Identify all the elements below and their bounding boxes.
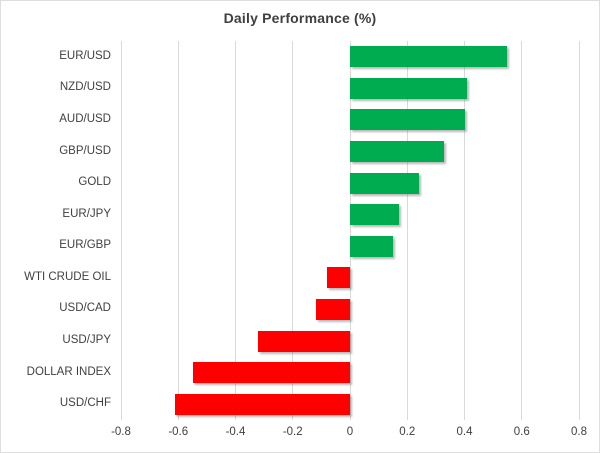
bar-row: [121, 231, 579, 263]
category-label: GBP/USD: [59, 144, 111, 157]
bar-usd-cad: [315, 298, 350, 320]
bar-row: [121, 73, 579, 105]
gridline: [464, 41, 465, 420]
category-label: USD/CHF: [59, 397, 111, 410]
bar-gold: [350, 172, 419, 194]
category-label: NZD/USD: [59, 81, 111, 94]
category-label: USD/CAD: [59, 302, 111, 315]
bar-usd-chf: [175, 393, 350, 415]
x-tick-label: -0.6: [168, 426, 189, 438]
bar-row: [121, 104, 579, 136]
x-tick-label: -0.2: [282, 426, 303, 438]
bar-row: [121, 325, 579, 357]
bar-row: [121, 388, 579, 420]
category-label: DOLLAR INDEX: [26, 365, 111, 378]
bar-row: [121, 199, 579, 231]
gridline: [521, 41, 523, 420]
gridline: [292, 41, 294, 420]
category-label: USD/JPY: [62, 334, 111, 347]
bar-row: [121, 136, 579, 168]
plot-area: [120, 41, 580, 420]
bar-wti-crude-oil: [327, 267, 350, 289]
gridline: [177, 41, 179, 420]
x-tick-label: -0.8: [111, 426, 131, 438]
category-label: EUR/JPY: [62, 207, 111, 220]
bar-row: [121, 167, 579, 199]
bar-eur-usd: [350, 46, 508, 68]
x-tick-label: 0.4: [456, 426, 473, 438]
bar-dollar-index: [192, 362, 350, 384]
x-tick-label: 0: [346, 426, 354, 438]
bar-row: [121, 294, 579, 326]
category-label: WTI CRUDE OIL: [24, 270, 111, 283]
category-axis: EUR/USD NZD/USD AUD/USD GBP/USD GOLD EUR/JPY E…: [1, 41, 113, 420]
gridline: [578, 41, 580, 420]
gridline: [406, 41, 408, 420]
bar-row: [121, 357, 579, 389]
gridline: [235, 41, 236, 420]
category-label: GOLD: [78, 176, 111, 189]
x-tick-label: 0.8: [571, 426, 587, 438]
chart-title: Daily Performance (%): [223, 10, 377, 26]
bar-aud-usd: [350, 109, 465, 131]
bar-usd-jpy: [258, 330, 350, 352]
bar-row: [121, 262, 579, 294]
x-tick-label: 0.6: [513, 426, 530, 438]
category-label: EUR/GBP: [59, 239, 111, 252]
gridline: [120, 41, 122, 420]
x-tick-label: 0.2: [399, 426, 416, 438]
bar-row: [121, 41, 579, 73]
category-label: EUR/USD: [59, 49, 111, 62]
bar-nzd-usd: [350, 77, 468, 99]
value-axis: -0.8 -0.6 -0.4 -0.2 0 0.2 0.4 0.6 0.8: [111, 426, 587, 442]
bar-gbp-usd: [350, 141, 445, 163]
x-tick-label: -0.4: [225, 426, 246, 438]
category-label: AUD/USD: [59, 112, 111, 125]
zero-gridline: [349, 41, 351, 420]
bar-eur-gbp: [350, 235, 393, 257]
bar-eur-jpy: [350, 204, 399, 226]
